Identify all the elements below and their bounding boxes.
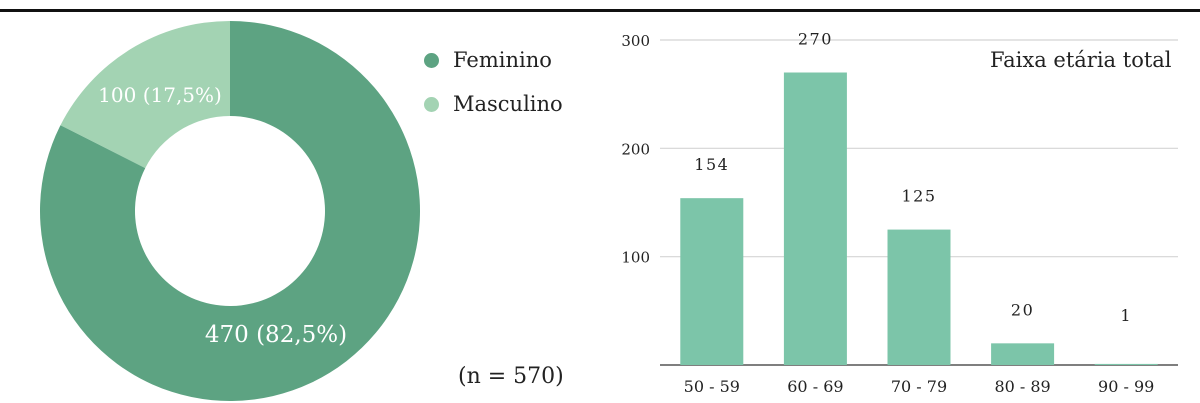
donut-slice-masculino (60, 21, 230, 169)
donut-chart: 100 (17,5%) 470 (82,5%) (39, 21, 421, 402)
y-tick-label: 200 (621, 140, 650, 158)
legend-dot-feminino (424, 52, 439, 68)
bar-2 (887, 229, 951, 365)
bar-value-label: 20 (1011, 300, 1034, 319)
bar-1 (783, 72, 847, 365)
bar-0 (680, 198, 744, 365)
y-tick-label: 100 (621, 249, 650, 267)
sample-size-label: (n = 570) (458, 364, 564, 389)
bar-value-label: 125 (901, 187, 936, 206)
bar-3 (991, 343, 1055, 365)
x-tick-label: 60 - 69 (787, 377, 843, 396)
x-tick-label: 50 - 59 (684, 377, 740, 396)
legend-label-feminino: Feminino (453, 48, 552, 72)
bar-chart-title: Faixa etária total (990, 48, 1172, 72)
legend-label-masculino: Masculino (453, 92, 563, 116)
bar-value-label: 154 (694, 155, 729, 174)
top-rule (0, 9, 1200, 12)
legend-item-masculino: Masculino (424, 82, 563, 126)
x-tick-label: 90 - 99 (1098, 377, 1154, 396)
x-tick-label: 70 - 79 (891, 377, 947, 396)
legend: Feminino Masculino (424, 38, 563, 126)
slice-label-masculino: 100 (17,5%) (98, 83, 222, 107)
donut-slice-feminino (39, 21, 421, 402)
x-tick-label: 80 - 89 (994, 377, 1050, 396)
slice-label-feminino: 470 (82,5%) (205, 322, 347, 348)
bar-value-label: 1 (1120, 306, 1132, 325)
y-tick-label: 300 (621, 32, 650, 50)
bar-value-label: 270 (798, 30, 833, 49)
legend-dot-masculino (424, 96, 439, 112)
bar-4 (1094, 363, 1158, 365)
legend-item-feminino: Feminino (424, 38, 563, 82)
